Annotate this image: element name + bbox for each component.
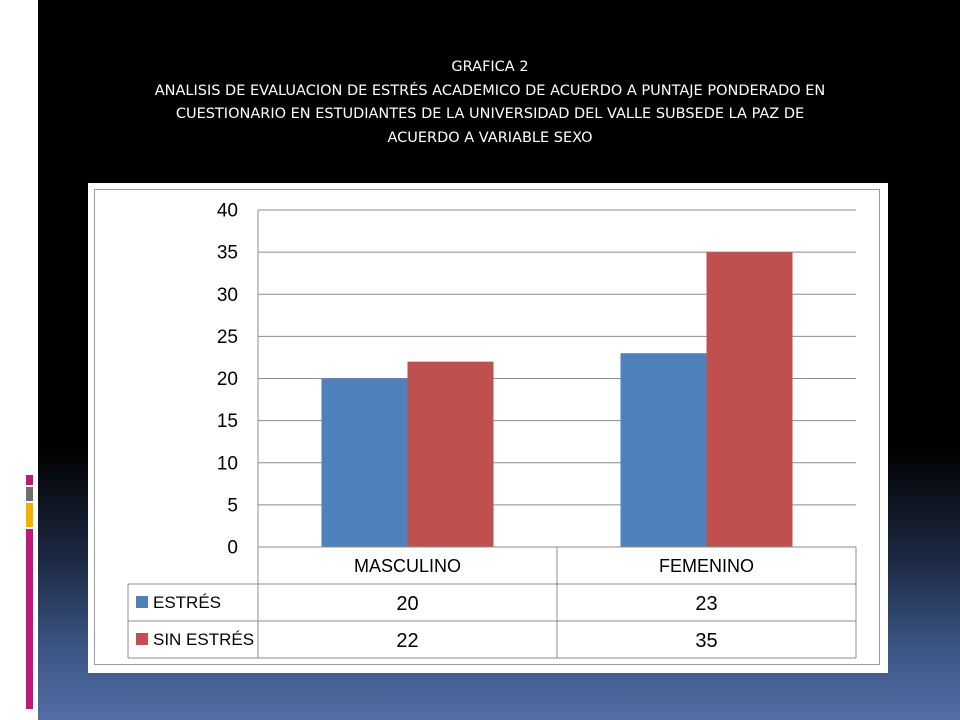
accent-bar-yellow — [26, 503, 33, 527]
data-label-femenino-sin-estrés: 35 — [695, 630, 717, 652]
y-tick-label-35: 35 — [217, 243, 238, 264]
y-tick-label-10: 10 — [217, 453, 238, 474]
bar-femenino-sin-estrés — [706, 252, 793, 547]
legend-swatch-sin-estrés — [136, 633, 148, 645]
bar-chart: 0 5 10 15 20 25 30 35 40 MASCULINO FEMENINO ESTRÉS… — [127, 201, 857, 659]
category-label-masculino: MASCULINO — [354, 556, 461, 576]
y-tick-label-5: 5 — [227, 495, 238, 516]
title-line-3: CUESTIONARIO EN ESTUDIANTES DE LA UNIVER… — [175, 106, 805, 122]
data-label-femenino-estrés: 23 — [695, 593, 717, 615]
y-tick-label-40: 40 — [217, 201, 238, 222]
category-label-femenino: FEMENINO — [659, 556, 754, 576]
legend-label-estrés: ESTRÉS — [153, 593, 221, 612]
bar-masculino-estrés — [321, 378, 408, 547]
y-tick-label-30: 30 — [217, 285, 238, 306]
chart-panel: 0 5 10 15 20 25 30 35 40 MASCULINO FEMENINO ESTRÉS… — [88, 183, 888, 673]
accent-bar-pink-long — [26, 529, 33, 709]
data-table: MASCULINO FEMENINO ESTRÉS 20 23 SIN ESTRÉS 22 3… — [127, 546, 857, 659]
legend-swatch-estrés — [136, 596, 148, 608]
chart-frame — [94, 189, 880, 665]
title-line-4: ACUERDO A VARIABLE SEXO — [387, 129, 593, 146]
title-line-1: GRAFICA 2 — [451, 59, 529, 75]
data-label-masculino-sin-estrés: 22 — [396, 630, 418, 652]
bars — [321, 252, 793, 547]
bar-masculino-sin-estrés — [407, 361, 494, 547]
data-label-masculino-estrés: 20 — [396, 593, 418, 615]
y-tick-label-0: 0 — [227, 538, 238, 559]
bar-femenino-estrés — [620, 353, 707, 547]
y-tick-label-25: 25 — [217, 327, 238, 348]
accent-bar-gray — [26, 487, 33, 501]
slide-title: GRAFICA 2 ANALISIS DE EVALUACION DE ESTR… — [90, 56, 890, 150]
y-tick-label-20: 20 — [217, 369, 238, 390]
title-line-2: ANALISIS DE EVALUACION DE ESTRÉS ACADEMI… — [154, 82, 826, 99]
y-axis-ticks: 0 5 10 15 20 25 30 35 40 — [217, 201, 238, 559]
legend-label-sin-estrés: SIN ESTRÉS — [153, 630, 254, 649]
accent-bar-pink-top — [26, 475, 33, 485]
y-tick-label-15: 15 — [217, 411, 238, 432]
